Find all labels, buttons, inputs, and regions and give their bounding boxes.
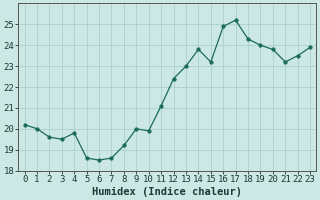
X-axis label: Humidex (Indice chaleur): Humidex (Indice chaleur)	[92, 186, 242, 197]
